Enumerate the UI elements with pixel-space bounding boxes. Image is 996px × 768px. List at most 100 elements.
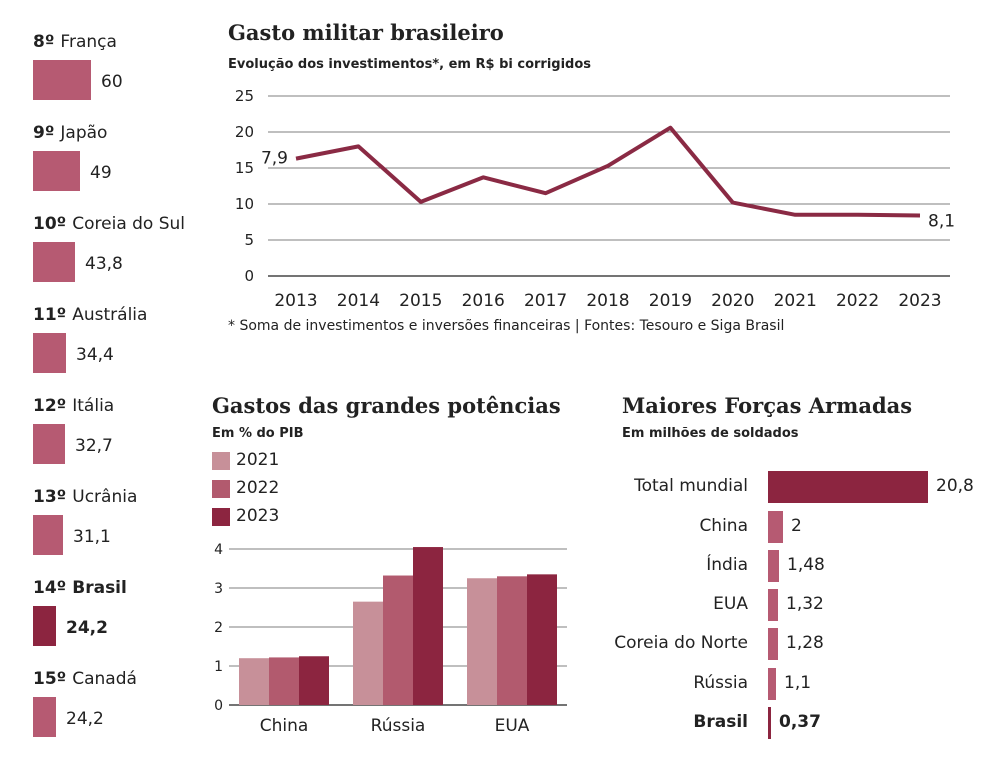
rank-label: 9º Japão (33, 123, 107, 143)
line-x-tick: 2018 (586, 291, 629, 311)
rank-bar (33, 424, 65, 464)
rank-country: Itália (72, 396, 115, 416)
forces-bar (768, 628, 778, 660)
rank-bar (33, 606, 56, 646)
rank-value: 32,7 (75, 436, 113, 456)
line-start-label: 7,9 (261, 149, 288, 169)
rank-label: 10º Coreia do Sul (33, 214, 185, 234)
line-x-tick: 2013 (274, 291, 317, 311)
rank-bar (33, 151, 80, 191)
line-chart-subtitle: Evolução dos investimentos*, em R$ bi co… (228, 57, 592, 72)
powers-bar (383, 575, 413, 705)
legend-swatch (212, 480, 230, 498)
line-x-tick: 2015 (399, 291, 442, 311)
powers-chart-title: Gastos das grandes potências (212, 393, 561, 418)
forces-label: Total mundial (634, 476, 748, 496)
rank-item: 12º Itália 32,7 (33, 396, 213, 476)
rank-item: 11º Austrália 34,4 (33, 305, 213, 385)
rank-country: Coreia do Sul (72, 214, 186, 234)
powers-chart-subtitle: Em % do PIB (212, 426, 304, 441)
powers-bar (239, 658, 269, 705)
rank-item: 15º Canadá 24,2 (33, 669, 213, 749)
powers-y-tick: 1 (214, 659, 223, 675)
forces-label: Brasil (693, 712, 748, 732)
rank-value: 24,2 (66, 709, 104, 729)
legend-swatch (212, 452, 230, 470)
line-series (295, 125, 921, 218)
powers-bar (299, 656, 329, 705)
rank-value: 60 (101, 72, 123, 92)
line-x-tick: 2023 (898, 291, 941, 311)
rank-item: 10º Coreia do Sul 43,8 (33, 214, 213, 294)
line-chart-title: Gasto militar brasileiro (228, 20, 504, 45)
forces-row: Rússia 1,1 (620, 668, 980, 702)
line-chart: 0 5 10 15 20 25 2013 2014 2015 2016 2017 2018 2019 20… (235, 87, 955, 311)
forces-chart-subtitle: Em milhões de soldados (622, 426, 799, 441)
forces-bar (768, 589, 778, 621)
forces-label: Coreia do Norte (614, 633, 748, 653)
rank-bar (33, 697, 56, 737)
forces-bar (768, 707, 771, 739)
line-x-tick: 2021 (774, 291, 817, 311)
rank-value: 43,8 (85, 254, 123, 274)
line-y-tick: 0 (244, 267, 254, 285)
line-chart-footnote: * Soma de investimentos e inversões fina… (228, 318, 785, 334)
rank-position: 12º (33, 396, 67, 416)
powers-chart: 0 1 2 3 4 China Rússia EUA (214, 542, 567, 736)
forces-value: 1,32 (786, 594, 824, 614)
line-x-tick: 2017 (524, 291, 567, 311)
powers-bar (353, 601, 383, 705)
rank-bar (33, 242, 75, 282)
rank-bar (33, 515, 63, 555)
powers-y-tick: 3 (214, 581, 223, 597)
forces-row: Coreia do Norte 1,28 (614, 628, 980, 662)
rank-item: 8º França 60 (33, 32, 213, 112)
forces-row: EUA 1,32 (620, 589, 980, 623)
legend-label: 2021 (236, 450, 280, 470)
rank-item: 13º Ucrânia 31,1 (33, 487, 213, 567)
forces-value: 1,1 (784, 673, 812, 693)
forces-row: Índia 1,48 (620, 550, 980, 584)
forces-row: Brasil 0,37 (620, 707, 980, 741)
legend-label: 2022 (236, 478, 280, 498)
rank-label: 12º Itália (33, 396, 114, 416)
rank-bar (33, 60, 91, 100)
rank-item: 9º Japão 49 (33, 123, 213, 203)
rank-position: 10º (33, 214, 67, 234)
rank-country: Japão (60, 123, 108, 143)
line-y-tick: 10 (235, 195, 254, 213)
forces-value: 20,8 (936, 476, 974, 496)
powers-bar (467, 578, 497, 705)
line-x-tick: 2016 (462, 291, 505, 311)
line-x-tick: 2020 (711, 291, 754, 311)
rank-label: 13º Ucrânia (33, 487, 137, 507)
rank-country: Ucrânia (72, 487, 138, 507)
forces-value: 2 (791, 516, 802, 536)
powers-bar (269, 657, 299, 705)
rank-position: 11º (33, 305, 67, 325)
rank-value: 34,4 (76, 345, 114, 365)
legend-swatch (212, 508, 230, 526)
line-y-tick: 20 (235, 123, 254, 141)
rank-value: 49 (90, 163, 112, 183)
rank-label: 14º Brasil (33, 578, 127, 598)
rank-position: 14º (33, 578, 67, 598)
rank-position: 15º (33, 669, 67, 689)
forces-label: Rússia (693, 673, 748, 693)
powers-x-tick: EUA (495, 716, 530, 736)
line-y-tick: 25 (235, 87, 254, 105)
forces-bar (768, 511, 783, 543)
rank-country: Canadá (72, 669, 137, 689)
rank-value: 24,2 (66, 618, 108, 638)
powers-y-tick: 4 (214, 542, 223, 558)
forces-bar (768, 550, 779, 582)
rank-country: Brasil (72, 578, 127, 598)
rank-item: 14º Brasil 24,2 (33, 578, 213, 658)
rank-label: 11º Austrália (33, 305, 147, 325)
forces-label: EUA (713, 594, 748, 614)
line-y-tick: 5 (244, 231, 254, 249)
rank-position: 9º (33, 123, 55, 143)
line-x-tick: 2022 (836, 291, 879, 311)
line-x-tick: 2014 (337, 291, 380, 311)
line-x-tick: 2019 (649, 291, 692, 311)
